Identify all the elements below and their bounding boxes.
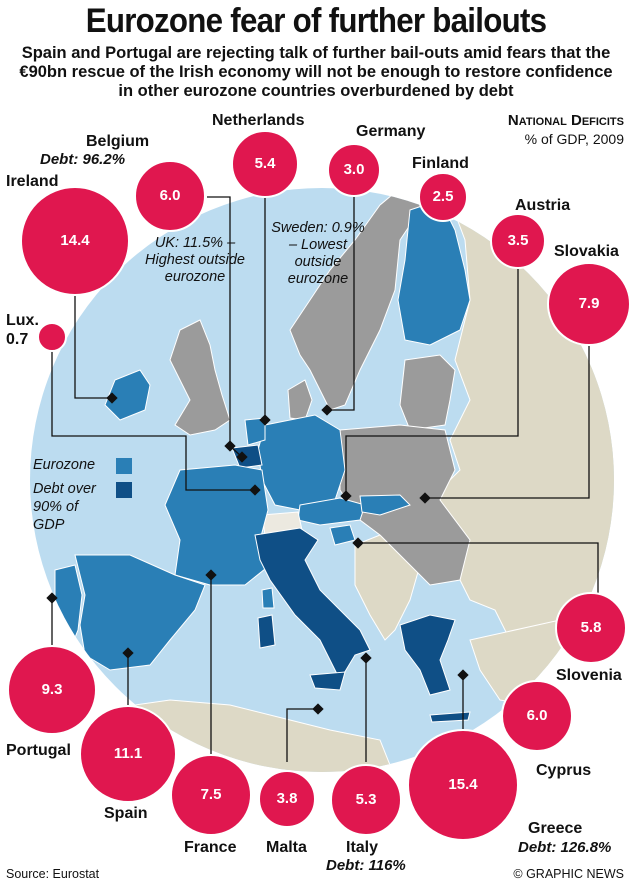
land-sardinia xyxy=(257,614,276,649)
value-portugal: 9.3 xyxy=(41,681,63,698)
value-slovenia: 5.8 xyxy=(580,619,602,636)
key-title: National Deficits xyxy=(507,112,624,129)
legend-eurozone-label: Eurozone xyxy=(33,457,96,473)
leader-belgium xyxy=(207,196,243,458)
label-austria: Austria xyxy=(515,197,571,214)
bubble-portugal xyxy=(7,645,97,735)
leader-lux xyxy=(51,337,255,491)
bubble-slovakia xyxy=(547,262,631,346)
bubble-germany xyxy=(327,143,381,197)
bubble-italy xyxy=(330,764,402,836)
land-crete xyxy=(429,711,471,723)
key-subtitle: % of GDP, 2009 xyxy=(524,131,624,147)
label-italy: Italy xyxy=(346,839,379,856)
credit: © GRAPHIC NEWS xyxy=(513,867,624,881)
bubble-cyprus xyxy=(501,680,573,752)
land-uk xyxy=(169,319,231,436)
value-slovakia: 7.9 xyxy=(578,295,600,312)
land-greece xyxy=(399,614,456,696)
land-baltics xyxy=(399,354,456,431)
label-spain: Spain xyxy=(104,805,148,822)
land-denmark xyxy=(287,379,313,421)
label-france: France xyxy=(184,839,237,856)
label-belgium: Belgium xyxy=(86,133,150,150)
label-cyprus: Cyprus xyxy=(536,762,592,779)
value-spain: 11.1 xyxy=(113,745,143,762)
value-italy: 5.3 xyxy=(355,791,377,808)
land-germany xyxy=(257,414,346,511)
leader-germany xyxy=(327,196,355,411)
bubble-netherlands xyxy=(231,130,299,198)
bubble-spain xyxy=(79,705,177,803)
bubble-austria xyxy=(490,213,546,269)
bubble-ireland xyxy=(20,186,130,296)
label-germany: Germany xyxy=(356,123,426,140)
label-slovenia: Slovenia xyxy=(556,667,622,684)
land-sicily xyxy=(309,671,346,691)
bubble-belgium xyxy=(134,160,206,232)
land-slovakia xyxy=(359,494,411,516)
subtitle: Spain and Portugal are rejecting talk of… xyxy=(19,44,613,100)
land-slovenia xyxy=(329,524,356,546)
value-france: 7.5 xyxy=(200,786,222,803)
land-corsica xyxy=(261,587,275,609)
leader-malta xyxy=(286,708,318,762)
label-greece: Greece xyxy=(528,820,583,837)
leader-slovakia xyxy=(425,338,590,499)
label-netherlands: Netherlands xyxy=(212,112,305,129)
label-lux: Lux. xyxy=(6,312,39,329)
legend-debt-label: Debt over 90% of GDP xyxy=(33,481,96,533)
land-finland xyxy=(397,199,471,346)
land-scandinavia xyxy=(289,188,431,411)
value-malta: 3.8 xyxy=(276,790,298,807)
note-uk: UK: 11.5% – Highest outside eurozone xyxy=(145,235,245,285)
debt-greece: Debt: 126.8% xyxy=(518,839,612,856)
bubble-lux xyxy=(37,322,67,352)
land-france xyxy=(164,464,271,586)
note-sweden: Sweden: 0.9% – Lowest outside eurozone xyxy=(271,220,365,287)
value-ireland: 14.4 xyxy=(60,232,90,249)
leader-ireland xyxy=(74,255,112,399)
value-germany: 3.0 xyxy=(343,161,365,178)
value-austria: 3.5 xyxy=(507,232,529,249)
debt-belgium: Debt: 96.2% xyxy=(40,151,126,168)
value-belgium: 6.0 xyxy=(159,187,181,204)
page-title: Eurozone fear of further bailouts xyxy=(85,2,547,40)
bubble-france xyxy=(170,754,252,836)
label-finland: Finland xyxy=(412,155,469,172)
label-malta: Malta xyxy=(266,839,307,856)
label-ireland: Ireland xyxy=(6,173,59,190)
legend-eurozone-swatch xyxy=(116,458,132,474)
land-spain xyxy=(74,554,206,671)
label-portugal: Portugal xyxy=(6,742,71,759)
value-lux: 0.7 xyxy=(6,331,29,348)
value-cyprus: 6.0 xyxy=(526,707,548,724)
land-netherlands xyxy=(244,417,266,446)
value-finland: 2.5 xyxy=(432,188,454,205)
value-greece: 15.4 xyxy=(448,776,478,793)
leader-austria xyxy=(345,264,519,496)
label-slovakia: Slovakia xyxy=(554,243,619,260)
value-netherlands: 5.4 xyxy=(254,155,276,172)
bubble-finland xyxy=(418,172,468,222)
bubble-greece xyxy=(407,729,519,841)
legend-debt-swatch xyxy=(116,482,132,498)
land-ireland xyxy=(104,369,151,421)
bubble-slovenia xyxy=(555,592,627,664)
debt-italy: Debt: 116% xyxy=(326,857,406,874)
source: Source: Eurostat xyxy=(6,867,100,881)
land-italy xyxy=(254,527,371,682)
leader-slovenia xyxy=(358,542,599,593)
bubble-malta xyxy=(258,770,316,828)
